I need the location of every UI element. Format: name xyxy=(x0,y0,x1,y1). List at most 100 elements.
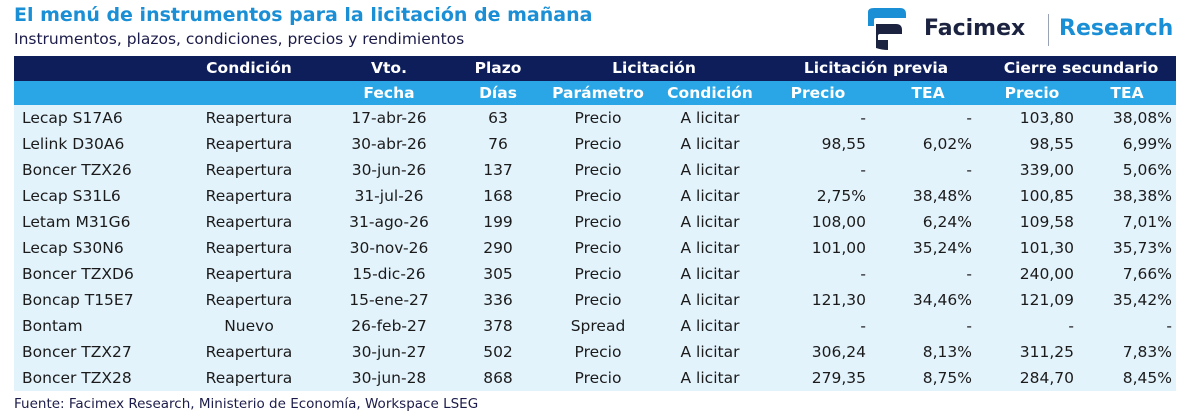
cell-tea-previa: 8,75% xyxy=(870,365,986,391)
table-row: Boncer TZX28 Reapertura 30-jun-28 868 Precio… xyxy=(14,365,1176,391)
group-header-cierre-secundario: Cierre secundario xyxy=(986,56,1176,81)
cell-condicion-licitacion: A licitar xyxy=(654,209,766,235)
cell-precio-secundario: 109,58 xyxy=(986,209,1078,235)
cell-tea-previa: 38,48% xyxy=(870,183,986,209)
cell-parametro: Precio xyxy=(542,105,654,131)
group-header-instrument xyxy=(14,56,174,81)
cell-parametro: Spread xyxy=(542,313,654,339)
cell-instrument: Boncer TZXD6 xyxy=(14,261,174,287)
cell-parametro: Precio xyxy=(542,235,654,261)
table-row: Lecap S31L6 Reapertura 31-jul-26 168 Precio A… xyxy=(14,183,1176,209)
cell-precio-secundario: 121,09 xyxy=(986,287,1078,313)
cell-precio-secundario: - xyxy=(986,313,1078,339)
cell-instrument: Boncer TZX26 xyxy=(14,157,174,183)
cell-tea-previa: - xyxy=(870,261,986,287)
cell-instrument: Lecap S31L6 xyxy=(14,183,174,209)
cell-instrument: Lecap S17A6 xyxy=(14,105,174,131)
cell-fecha: 31-jul-26 xyxy=(324,183,454,209)
table-row: Lecap S17A6 Reapertura 17-abr-26 63 Precio A … xyxy=(14,105,1176,131)
cell-precio-secundario: 284,70 xyxy=(986,365,1078,391)
table-row: Boncer TZX27 Reapertura 30-jun-27 502 Precio… xyxy=(14,339,1176,365)
cell-fecha: 30-jun-28 xyxy=(324,365,454,391)
cell-tea-secundario: 35,73% xyxy=(1078,235,1176,261)
cell-precio-secundario: 98,55 xyxy=(986,131,1078,157)
group-header-condicion: Condición xyxy=(174,56,324,81)
facimex-logo-icon xyxy=(868,8,906,50)
group-header-vto: Vto. xyxy=(324,56,454,81)
cell-fecha: 31-ago-26 xyxy=(324,209,454,235)
cell-condicion-licitacion: A licitar xyxy=(654,157,766,183)
cell-condicion: Reapertura xyxy=(174,183,324,209)
cell-dias: 137 xyxy=(454,157,542,183)
cell-tea-secundario: 35,42% xyxy=(1078,287,1176,313)
cell-precio-previa: 279,35 xyxy=(766,365,870,391)
instruments-table: Condición Vto. Plazo Licitación Licitaci… xyxy=(14,56,1176,391)
sub-header xyxy=(14,81,174,105)
logo-divider xyxy=(1048,14,1049,46)
cell-dias: 168 xyxy=(454,183,542,209)
cell-fecha: 30-jun-27 xyxy=(324,339,454,365)
cell-precio-previa: 2,75% xyxy=(766,183,870,209)
cell-tea-secundario: 5,06% xyxy=(1078,157,1176,183)
cell-tea-previa: 35,24% xyxy=(870,235,986,261)
cell-instrument: Lelink D30A6 xyxy=(14,131,174,157)
cell-precio-secundario: 240,00 xyxy=(986,261,1078,287)
sub-header-fecha: Fecha xyxy=(324,81,454,105)
group-header-licitacion-previa: Licitación previa xyxy=(766,56,986,81)
cell-tea-secundario: 8,45% xyxy=(1078,365,1176,391)
cell-precio-secundario: 100,85 xyxy=(986,183,1078,209)
logo-brand-text: Facimex xyxy=(924,16,1026,41)
table-body: Lecap S17A6 Reapertura 17-abr-26 63 Precio A … xyxy=(14,105,1176,391)
logo-research-text: Research xyxy=(1059,16,1174,41)
cell-precio-previa: 108,00 xyxy=(766,209,870,235)
sub-header-dias: Días xyxy=(454,81,542,105)
cell-condicion-licitacion: A licitar xyxy=(654,287,766,313)
cell-dias: 76 xyxy=(454,131,542,157)
table-row: Boncap T15E7 Reapertura 15-ene-27 336 Precio… xyxy=(14,287,1176,313)
page-title: El menú de instrumentos para la licitaci… xyxy=(14,4,593,26)
cell-dias: 305 xyxy=(454,261,542,287)
cell-instrument: Boncer TZX27 xyxy=(14,339,174,365)
cell-tea-secundario: 7,01% xyxy=(1078,209,1176,235)
cell-precio-secundario: 339,00 xyxy=(986,157,1078,183)
cell-condicion: Reapertura xyxy=(174,261,324,287)
source-note: Fuente: Facimex Research, Ministerio de … xyxy=(14,396,479,412)
cell-condicion: Reapertura xyxy=(174,131,324,157)
cell-dias: 378 xyxy=(454,313,542,339)
cell-tea-previa: 34,46% xyxy=(870,287,986,313)
group-header-row: Condición Vto. Plazo Licitación Licitaci… xyxy=(14,56,1176,81)
page-subtitle: Instrumentos, plazos, condiciones, preci… xyxy=(14,30,465,48)
cell-fecha: 17-abr-26 xyxy=(324,105,454,131)
cell-fecha: 30-nov-26 xyxy=(324,235,454,261)
cell-condicion: Reapertura xyxy=(174,157,324,183)
cell-condicion-licitacion: A licitar xyxy=(654,235,766,261)
table-row: Lelink D30A6 Reapertura 30-abr-26 76 Precio A… xyxy=(14,131,1176,157)
sub-header-tea-secundario: TEA xyxy=(1078,81,1176,105)
table-row: Letam M31G6 Reapertura 31-ago-26 199 Precio A… xyxy=(14,209,1176,235)
cell-precio-previa: - xyxy=(766,261,870,287)
cell-tea-secundario: 38,38% xyxy=(1078,183,1176,209)
cell-condicion: Reapertura xyxy=(174,209,324,235)
cell-condicion: Reapertura xyxy=(174,287,324,313)
table-row: Bontam Nuevo 26-feb-27 378 Spread A licitar - -… xyxy=(14,313,1176,339)
cell-precio-secundario: 103,80 xyxy=(986,105,1078,131)
cell-dias: 502 xyxy=(454,339,542,365)
cell-condicion-licitacion: A licitar xyxy=(654,183,766,209)
cell-dias: 868 xyxy=(454,365,542,391)
sub-header-precio-secundario: Precio xyxy=(986,81,1078,105)
cell-parametro: Precio xyxy=(542,261,654,287)
cell-precio-previa: - xyxy=(766,313,870,339)
group-header-licitacion: Licitación xyxy=(542,56,766,81)
cell-condicion-licitacion: A licitar xyxy=(654,313,766,339)
sub-header-tea-previa: TEA xyxy=(870,81,986,105)
cell-fecha: 26-feb-27 xyxy=(324,313,454,339)
cell-precio-secundario: 101,30 xyxy=(986,235,1078,261)
cell-instrument: Boncer TZX28 xyxy=(14,365,174,391)
cell-condicion-licitacion: A licitar xyxy=(654,131,766,157)
cell-fecha: 15-ene-27 xyxy=(324,287,454,313)
cell-instrument: Lecap S30N6 xyxy=(14,235,174,261)
cell-instrument: Boncap T15E7 xyxy=(14,287,174,313)
cell-condicion: Nuevo xyxy=(174,313,324,339)
cell-tea-previa: - xyxy=(870,105,986,131)
cell-condicion-licitacion: A licitar xyxy=(654,261,766,287)
